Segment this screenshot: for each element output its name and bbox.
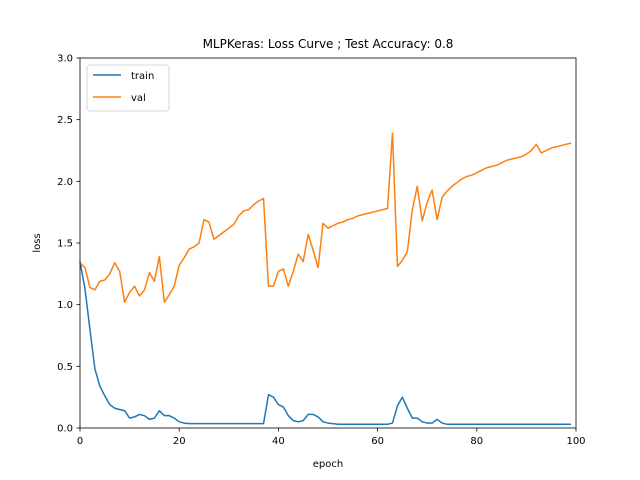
x-tick-label: 40 (272, 436, 285, 447)
legend-box (86, 64, 170, 112)
y-tick-label: 2.0 (57, 177, 73, 188)
x-axis-label: epoch (313, 459, 343, 470)
y-tick-label: 0.5 (57, 362, 73, 373)
y-tick-label: 1.0 (57, 300, 73, 311)
series-line-val (79, 132, 572, 303)
x-tick-label: 60 (371, 436, 384, 447)
plot-lines (79, 132, 572, 426)
x-tick-label: 80 (470, 436, 483, 447)
x-axis-ticks: 0 20 40 60 80 100 (77, 428, 586, 447)
legend-label-val: val (131, 93, 146, 104)
y-tick-label: 0.0 (57, 424, 73, 435)
y-axis-ticks: 0.0 0.5 1.0 1.5 2.0 2.5 3.0 (57, 54, 80, 435)
y-tick-label: 2.5 (57, 115, 73, 126)
y-axis-label: loss (32, 233, 43, 252)
chart-title: MLPKeras: Loss Curve ; Test Accuracy: 0.… (203, 37, 454, 51)
legend: train val (86, 64, 170, 112)
x-tick-label: 0 (77, 436, 83, 447)
y-tick-label: 3.0 (57, 54, 73, 65)
y-tick-label: 1.5 (57, 239, 73, 250)
x-tick-label: 20 (173, 436, 186, 447)
legend-label-train: train (131, 71, 154, 82)
x-tick-label: 100 (566, 436, 585, 447)
series-line-train (79, 261, 572, 426)
